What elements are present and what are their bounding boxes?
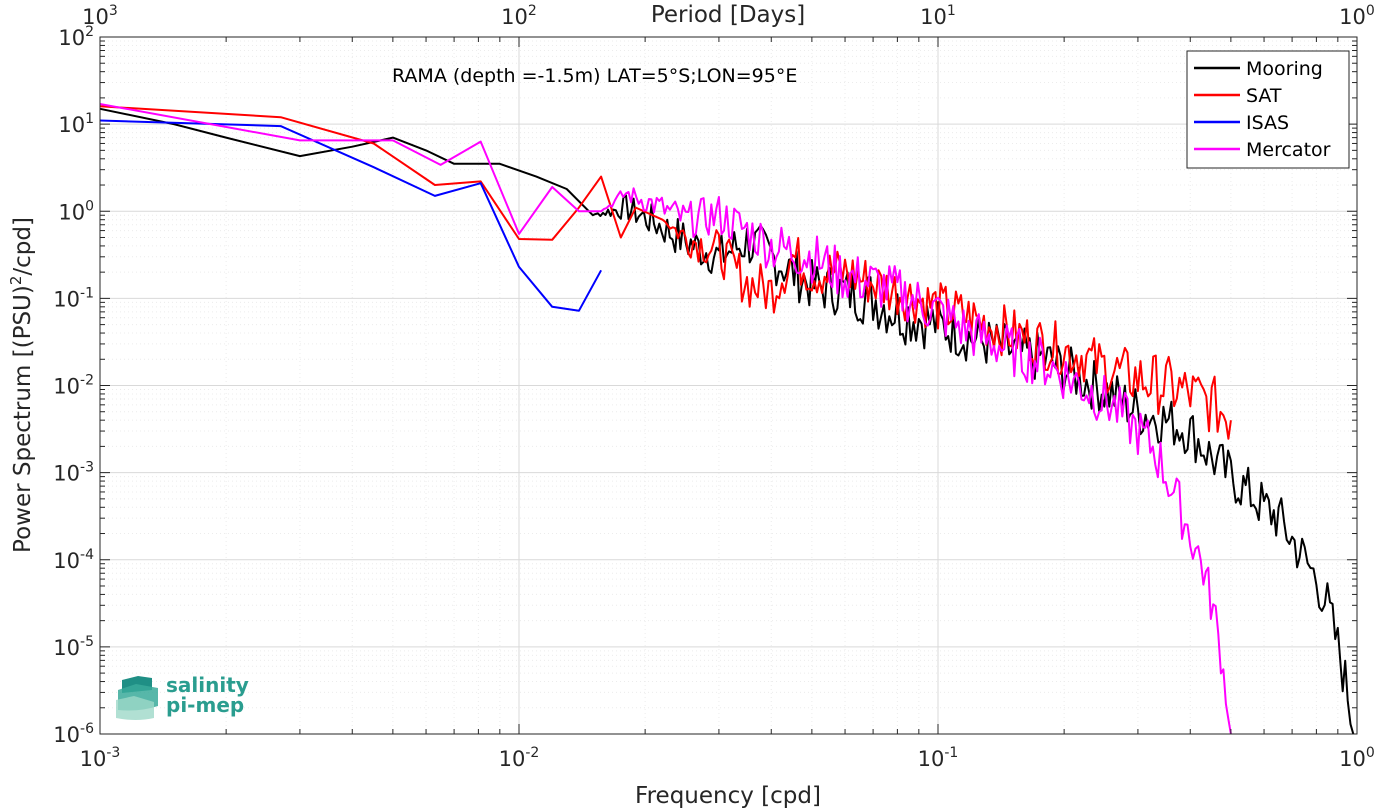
chart-annotation: RAMA (depth =-1.5m) LAT=5°S;LON=95°E [392,65,797,87]
y-tick-label: 100 [58,198,94,224]
x-tick-label: 10-3 [80,745,121,771]
top-tick-label: 100 [1339,3,1375,29]
y-axis-label: Power Spectrum [(PSU)2/cpd] [7,217,36,553]
y-axis-label-sup: 2 [7,276,25,286]
series-layer [99,103,1355,735]
top-tick-label: 102 [501,3,537,29]
top-axis-label: Period [Days] [651,2,805,28]
x-tick-label: 100 [1339,745,1375,771]
legend: Mooring SAT ISAS Mercator [1186,50,1350,169]
legend-label-mooring: Mooring [1246,58,1323,80]
x-tick-label: 10-2 [499,745,540,771]
top-tick-label: 103 [82,3,118,29]
y-tick-label: 101 [58,111,94,137]
y-tick-label: 10-4 [53,547,94,573]
legend-label-sat: SAT [1246,85,1282,107]
logo-wave-icon-3 [116,696,154,720]
ticks: 10-3 103 10-2 102 10-1 101 100 100 10-6 10-5 10-4 1… [53,3,1375,771]
y-tick-label: 10-2 [53,373,94,399]
x-axis-label: Frequency [cpd] [635,783,821,809]
y-tick-label: 102 [58,24,94,50]
series-line-mercator [99,103,1232,735]
legend-label-isas: ISAS [1246,112,1289,134]
grid [99,37,1357,735]
logo-line-1: salinity [166,673,249,697]
legend-label-mercator: Mercator [1246,139,1331,161]
y-tick-label: 10-1 [53,285,94,311]
x-tick-label: 10-1 [918,745,959,771]
y-tick-label: 10-3 [53,460,94,486]
series-line-sat [99,105,1232,440]
y-tick-label: 10-6 [53,721,94,747]
y-axis-label-prefix: Power Spectrum [(PSU) [10,285,36,553]
top-tick-label: 101 [920,3,956,29]
salinity-pi-mep-logo: salinity pi-mep [116,673,249,720]
logo-line-2: pi-mep [166,693,244,717]
y-tick-label: 10-5 [53,634,94,660]
y-axis-label-suffix: /cpd] [10,217,36,276]
series-line-mooring [99,107,1355,735]
